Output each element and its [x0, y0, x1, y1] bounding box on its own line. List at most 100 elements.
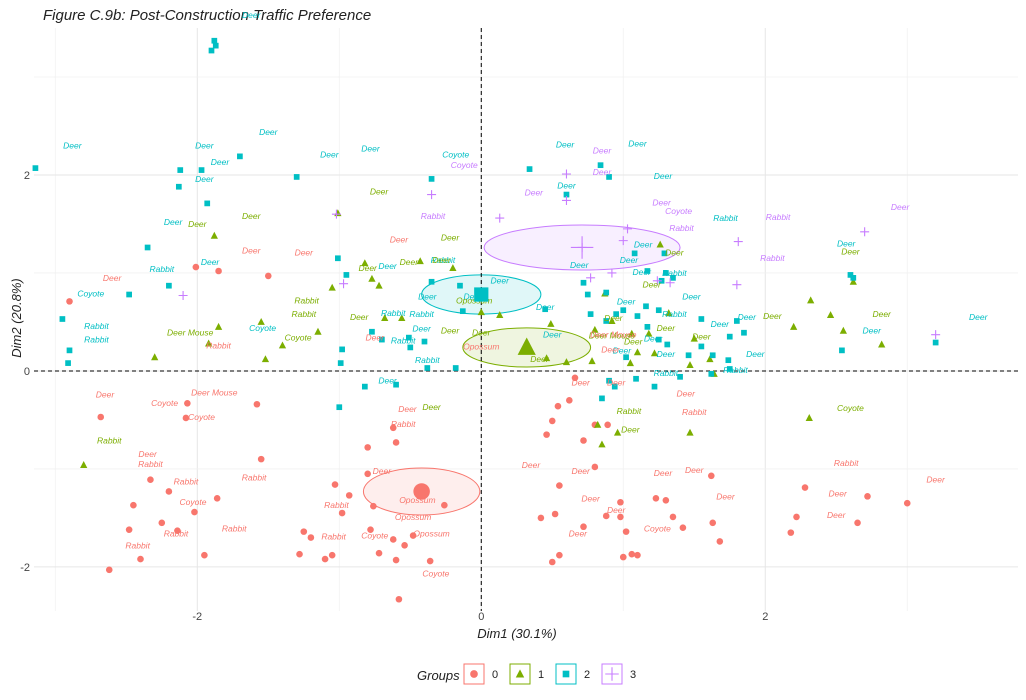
- point-group-2: [457, 282, 463, 289]
- point-group-1: [790, 322, 798, 330]
- point-label: Deer: [400, 257, 420, 267]
- point-label: Deer: [556, 140, 576, 150]
- point-group-2: [685, 352, 692, 359]
- legend-label: 0: [492, 669, 498, 681]
- point-label: Deer: [242, 10, 262, 20]
- point-label: Deer: [571, 466, 591, 476]
- point-group-1: [878, 340, 886, 348]
- point-group-0: [551, 510, 559, 518]
- point-group-0: [543, 431, 550, 438]
- point-label: Opossum: [413, 529, 449, 539]
- point-label: Rabbit: [431, 255, 456, 265]
- point-group-0: [97, 413, 105, 421]
- point-label: Coyote: [285, 333, 312, 343]
- point-label: Rabbit: [222, 524, 247, 534]
- point-label: Deer: [412, 324, 432, 334]
- point-group-1: [328, 283, 336, 291]
- point-label: Deer: [378, 261, 398, 271]
- point-group-1: [361, 259, 369, 267]
- point-group-0: [307, 534, 315, 541]
- point-group-0: [364, 444, 371, 451]
- point-label: Deer: [569, 529, 589, 539]
- point-group-2: [421, 338, 428, 345]
- x-tick-label: 2: [762, 611, 768, 623]
- point-group-3: [561, 195, 571, 205]
- point-group-2: [452, 365, 459, 371]
- point-label: Deer: [295, 247, 315, 257]
- point-group-2: [644, 323, 651, 330]
- point-group-2: [204, 200, 211, 207]
- point-group-2: [726, 333, 733, 340]
- point-label: Deer: [373, 466, 393, 476]
- point-label: Deer: [863, 326, 883, 336]
- point-label: Deer: [837, 239, 857, 249]
- point-group-1: [210, 231, 218, 239]
- point-label: Deer: [571, 378, 591, 388]
- point-label: Rabbit: [654, 368, 679, 378]
- point-label: Deer: [432, 255, 452, 265]
- point-group-0: [554, 402, 562, 410]
- point-group-2: [335, 255, 341, 262]
- point-group-2: [606, 377, 612, 384]
- legend-item-1: 1: [509, 663, 544, 685]
- point-group-1: [686, 428, 694, 436]
- point-label: Deer: [827, 510, 847, 520]
- point-group-0: [602, 512, 610, 520]
- point-group-0: [652, 495, 660, 502]
- point-label: Deer: [370, 187, 390, 197]
- point-label: Rabbit: [84, 335, 109, 345]
- point-group-0: [389, 424, 397, 432]
- point-group-1: [449, 264, 457, 272]
- axis-ticks: -2 0 2 -2 0 2: [20, 170, 768, 623]
- point-group-1: [416, 257, 424, 265]
- point-group-1: [588, 357, 596, 365]
- point-group-0: [215, 267, 222, 275]
- point-group-3: [733, 237, 743, 247]
- point-group-0: [634, 551, 641, 559]
- point-label: Deer: [624, 336, 644, 346]
- point-label: Deer: [891, 202, 911, 212]
- point-group-1: [151, 353, 159, 361]
- point-label: Deer: [366, 333, 386, 343]
- point-group-2: [623, 354, 629, 361]
- point-group-0: [125, 526, 133, 533]
- point-group-1: [598, 440, 606, 448]
- point-group-0: [201, 551, 208, 559]
- point-group-2: [651, 383, 658, 390]
- point-label: Deer: [195, 174, 215, 184]
- point-group-0: [903, 499, 911, 507]
- point-label: Deer: [164, 217, 184, 227]
- point-group-1: [633, 348, 642, 356]
- legend-symbol: [470, 670, 478, 678]
- point-label: Deer: [746, 349, 766, 359]
- point-group-3: [623, 224, 633, 234]
- point-label: Deer: [665, 247, 685, 257]
- point-group-2: [198, 167, 205, 173]
- point-label: Deer: [242, 211, 262, 221]
- point-label: Rabbit: [421, 211, 446, 221]
- point-group-2: [339, 346, 345, 353]
- point-group-2: [406, 334, 412, 341]
- point-group-0: [392, 556, 400, 564]
- group-centroids: [413, 236, 594, 500]
- point-group-3: [331, 209, 341, 219]
- point-group-0: [338, 509, 346, 517]
- point-label: Rabbit: [206, 340, 231, 350]
- point-group-1: [477, 308, 485, 316]
- point-group-0: [854, 519, 861, 527]
- point-label: Deer: [522, 460, 542, 470]
- point-group-2: [177, 167, 184, 173]
- point-group-2: [726, 366, 733, 372]
- point-label: Deer: [601, 344, 621, 354]
- point-label: Opossum: [395, 512, 431, 522]
- point-group-2: [734, 318, 740, 324]
- point-label: Deer: [138, 449, 158, 459]
- point-group-0: [174, 527, 181, 534]
- point-label: Rabbit: [291, 309, 316, 319]
- point-group-2: [708, 371, 715, 377]
- point-group-0: [401, 542, 408, 549]
- point-label: Deer: [361, 143, 381, 153]
- point-group-0: [571, 374, 579, 382]
- point-group-2: [850, 275, 857, 281]
